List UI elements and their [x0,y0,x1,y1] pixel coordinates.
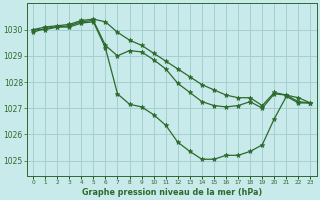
X-axis label: Graphe pression niveau de la mer (hPa): Graphe pression niveau de la mer (hPa) [82,188,262,197]
